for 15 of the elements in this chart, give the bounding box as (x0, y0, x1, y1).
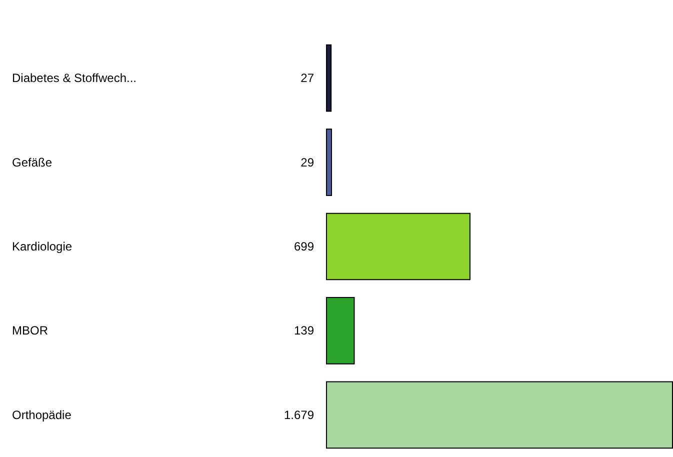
y-tick-label: MBOR (12, 324, 48, 338)
data-label: 27 (300, 71, 314, 86)
bar (326, 381, 673, 449)
y-tick-label: Gefäße (12, 155, 52, 170)
data-label: 29 (300, 155, 314, 170)
data-label: 699 (294, 240, 314, 254)
data-label: 1.679 (284, 408, 314, 422)
y-tick-label: Orthopädie (12, 408, 72, 422)
y-tick-label: Diabetes & Stoffwech... (12, 71, 137, 86)
bar (326, 44, 332, 112)
bar (326, 297, 355, 364)
y-tick-label: Kardiologie (12, 240, 72, 254)
bar (326, 212, 470, 280)
data-label: 139 (294, 324, 314, 338)
bar (326, 128, 332, 196)
